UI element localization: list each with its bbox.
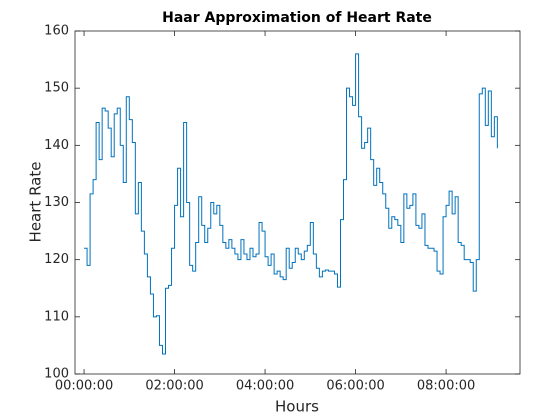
x-tick-label: 06:00:00 [326,379,384,394]
y-tick-label: 160 [44,24,69,39]
y-tick-label: 100 [44,367,69,382]
y-tick-label: 120 [44,252,69,267]
y-tick-label: 150 [44,81,69,96]
x-axis-label: Hours [275,398,319,416]
x-tick-label: 00:00:00 [55,379,113,394]
stairs-line [84,53,498,355]
y-tick-label: 130 [44,195,69,210]
x-tick-label: 04:00:00 [236,379,294,394]
chart-title: Haar Approximation of Heart Rate [162,10,432,26]
y-axis-label: Heart Rate [27,162,45,243]
y-tick-label: 110 [44,309,69,324]
x-tick-label: 02:00:00 [145,379,203,394]
plot-area [74,30,521,375]
x-tick-label: 08:00:00 [417,379,475,394]
y-tick-label: 140 [44,138,69,153]
